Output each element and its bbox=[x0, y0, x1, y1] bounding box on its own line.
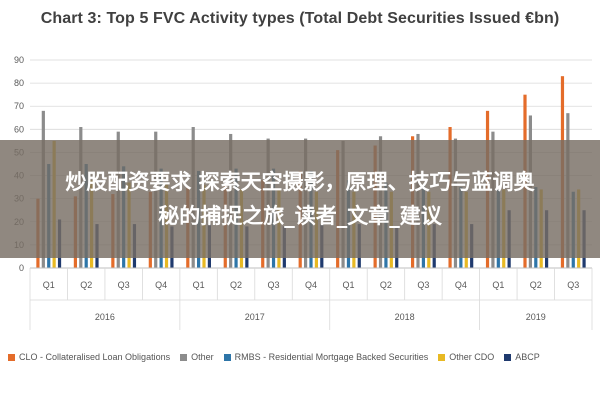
x-tick-label: Q3 bbox=[567, 280, 579, 290]
x-group-label: 2019 bbox=[526, 312, 546, 322]
x-tick-label: Q1 bbox=[43, 280, 55, 290]
y-tick-label: 70 bbox=[14, 101, 24, 111]
x-tick-label: Q2 bbox=[80, 280, 92, 290]
legend-label: Other bbox=[191, 352, 214, 362]
legend-label: RMBS - Residential Mortgage Backed Secur… bbox=[234, 352, 429, 362]
legend-item: Other bbox=[180, 352, 214, 362]
legend-swatch bbox=[180, 353, 188, 361]
y-tick-label: 0 bbox=[19, 263, 24, 273]
x-tick-label: Q2 bbox=[380, 280, 392, 290]
legend-swatch bbox=[8, 353, 15, 361]
overlay-line-1: 炒股配资要求 探索天空摄影，原理、技巧与蓝调奥 bbox=[65, 170, 535, 194]
x-tick-label: Q4 bbox=[455, 280, 467, 290]
x-tick-label: Q3 bbox=[268, 280, 280, 290]
text-overlay-banner: 炒股配资要求 探索天空摄影，原理、技巧与蓝调奥 秘的捕捉之旅_读者_文章_建议 bbox=[0, 140, 600, 258]
x-tick-label: Q1 bbox=[342, 280, 354, 290]
x-tick-label: Q2 bbox=[230, 280, 242, 290]
x-tick-label: Q4 bbox=[155, 280, 167, 290]
legend-item: ABCP bbox=[504, 352, 540, 362]
legend-item: CLO - Collateralised Loan Obligations bbox=[8, 352, 170, 362]
x-tick-label: Q3 bbox=[417, 280, 429, 290]
chart-title: Chart 3: Top 5 FVC Activity types (Total… bbox=[40, 10, 560, 27]
overlay-line-2: 秘的捕捉之旅_读者_文章_建议 bbox=[158, 204, 442, 228]
legend-label: ABCP bbox=[515, 352, 540, 362]
x-tick-label: Q2 bbox=[530, 280, 542, 290]
x-group-label: 2017 bbox=[245, 312, 265, 322]
legend-item: Other CDO bbox=[438, 352, 494, 362]
x-tick-label: Q1 bbox=[492, 280, 504, 290]
legend-swatch bbox=[504, 353, 512, 361]
legend-swatch bbox=[438, 353, 446, 361]
x-tick-label: Q3 bbox=[118, 280, 130, 290]
x-tick-label: Q4 bbox=[305, 280, 317, 290]
y-tick-label: 60 bbox=[14, 124, 24, 134]
chart-legend: CLO - Collateralised Loan Obligations Oth… bbox=[8, 352, 598, 362]
legend-label: Other CDO bbox=[449, 352, 495, 362]
legend-swatch bbox=[223, 353, 231, 361]
y-tick-label: 80 bbox=[14, 78, 24, 88]
y-tick-label: 90 bbox=[14, 55, 24, 65]
x-group-label: 2018 bbox=[395, 312, 415, 322]
legend-item: RMBS - Residential Mortgage Backed Secur… bbox=[223, 352, 429, 362]
x-group-label: 2016 bbox=[95, 312, 115, 322]
x-tick-label: Q1 bbox=[193, 280, 205, 290]
legend-label: CLO - Collateralised Loan Obligations bbox=[19, 352, 171, 362]
